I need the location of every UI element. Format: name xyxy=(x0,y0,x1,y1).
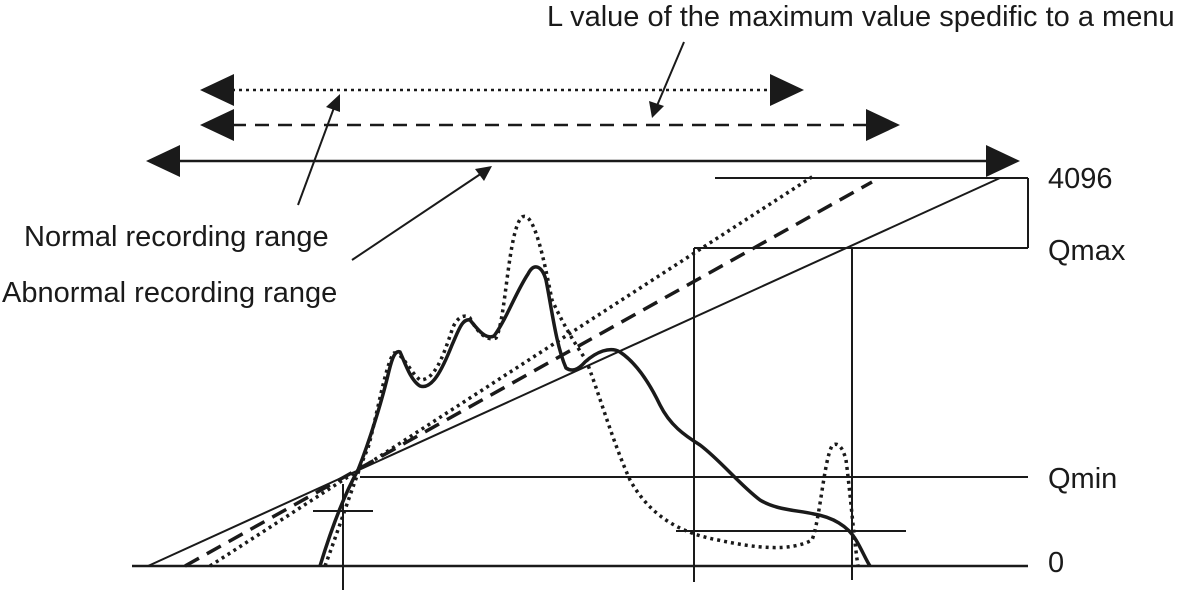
leader-line-normal xyxy=(297,94,340,206)
annotation-top: L value of the maximum value spedific to… xyxy=(547,1,1175,33)
level-label-qmin: Qmin xyxy=(1048,463,1117,495)
conversion-line-dashed xyxy=(184,180,873,568)
histogram-curve-solid xyxy=(318,265,872,567)
range-arrow-solid xyxy=(146,145,1020,177)
level-label-qmax: Qmax xyxy=(1048,235,1126,267)
annotation-normal: Normal recording range xyxy=(24,221,329,253)
vertical-markers xyxy=(313,248,906,590)
range-arrow-dotted xyxy=(200,74,804,106)
level-label-zero: 0 xyxy=(1048,547,1064,579)
leader-line-top-label xyxy=(649,41,685,118)
level-label-4096: 4096 xyxy=(1048,163,1113,195)
annotation-abnormal: Abnormal recording range xyxy=(2,277,337,309)
conversion-line-dotted xyxy=(209,173,816,568)
conversion-line-solid xyxy=(147,177,1001,567)
leader-line-abnormal xyxy=(351,166,492,261)
range-arrow-dashed xyxy=(200,109,900,141)
histogram-curve-dotted xyxy=(323,214,860,567)
